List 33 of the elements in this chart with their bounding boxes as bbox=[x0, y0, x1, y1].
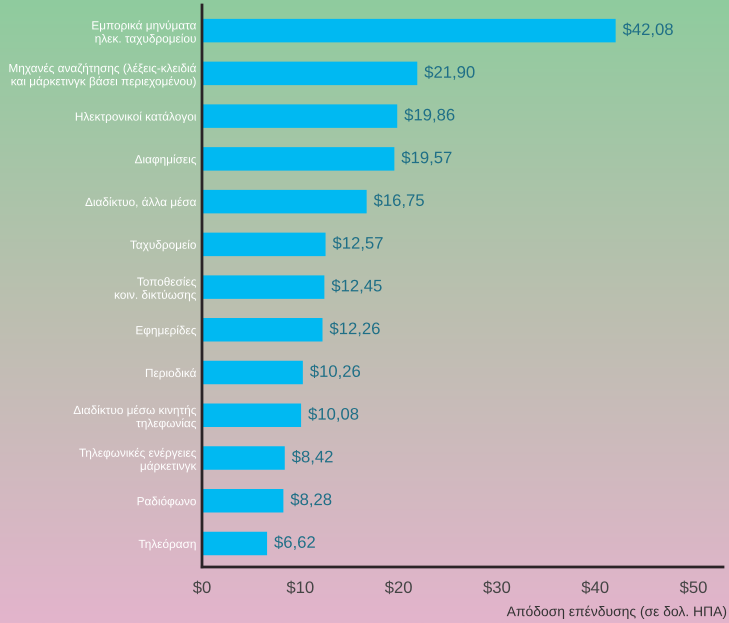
x-tick-label: $30 bbox=[483, 580, 510, 594]
data-label: $8,28 bbox=[290, 492, 332, 508]
x-tick-label: $40 bbox=[581, 580, 608, 594]
data-label: $6,62 bbox=[274, 535, 315, 550]
x-tick-label: $50 bbox=[680, 580, 707, 594]
y-tick-label: Τοποθεσίες κοιν. δικτύωσης bbox=[114, 276, 196, 302]
data-label: $10,26 bbox=[310, 364, 360, 379]
data-label: $10,08 bbox=[308, 407, 358, 422]
y-tick-label: Ραδιόφωνο bbox=[138, 496, 196, 508]
x-tick-label: $20 bbox=[384, 580, 412, 594]
data-label: $12,57 bbox=[332, 236, 383, 251]
data-label: $12,26 bbox=[330, 322, 380, 336]
y-tick-label: Ταχυδρομείο bbox=[130, 240, 196, 252]
data-label: $8,42 bbox=[292, 450, 333, 464]
data-label: $19,57 bbox=[402, 150, 452, 166]
data-label: $21,90 bbox=[424, 65, 475, 80]
y-tick-label: Εμπορικά μηνύματα ηλεκ. ταχυδρομείου bbox=[92, 20, 196, 45]
x-axis-title: Απόδοση επένδυσης (σε δολ. ΗΠΑ) bbox=[506, 606, 726, 619]
y-tick-label: Μηχανές αναζήτησης (λέξεις-κλειδιά και μάρκετινγκ βάσει περιεχομένου) bbox=[9, 63, 196, 88]
y-tick-label: Διαδίκτυο μέσω κινητής τηλεφωνίας bbox=[74, 405, 196, 430]
y-tick-label: Διαδίκτυο, άλλα μέσα bbox=[85, 197, 196, 208]
y-tick-label: Ηλεκτρονικοί κατάλογοι bbox=[76, 112, 196, 124]
data-label: $12,45 bbox=[332, 279, 382, 294]
x-tick-label: $10 bbox=[286, 580, 314, 594]
data-label: $42,08 bbox=[622, 22, 673, 38]
y-tick-label: Εφημερίδες bbox=[136, 325, 196, 337]
y-tick-label: Περιοδικά bbox=[146, 368, 196, 380]
y-tick-label: Τηλεφωνικές ενέργειες μάρκετινγκ bbox=[79, 448, 196, 472]
y-tick-label: Διαφημίσεις bbox=[134, 154, 196, 166]
y-tick-label: Τηλεόραση bbox=[138, 539, 196, 550]
data-label: $19,86 bbox=[404, 108, 454, 123]
data-label: $16,75 bbox=[374, 194, 424, 208]
x-tick-label: $0 bbox=[192, 580, 211, 594]
